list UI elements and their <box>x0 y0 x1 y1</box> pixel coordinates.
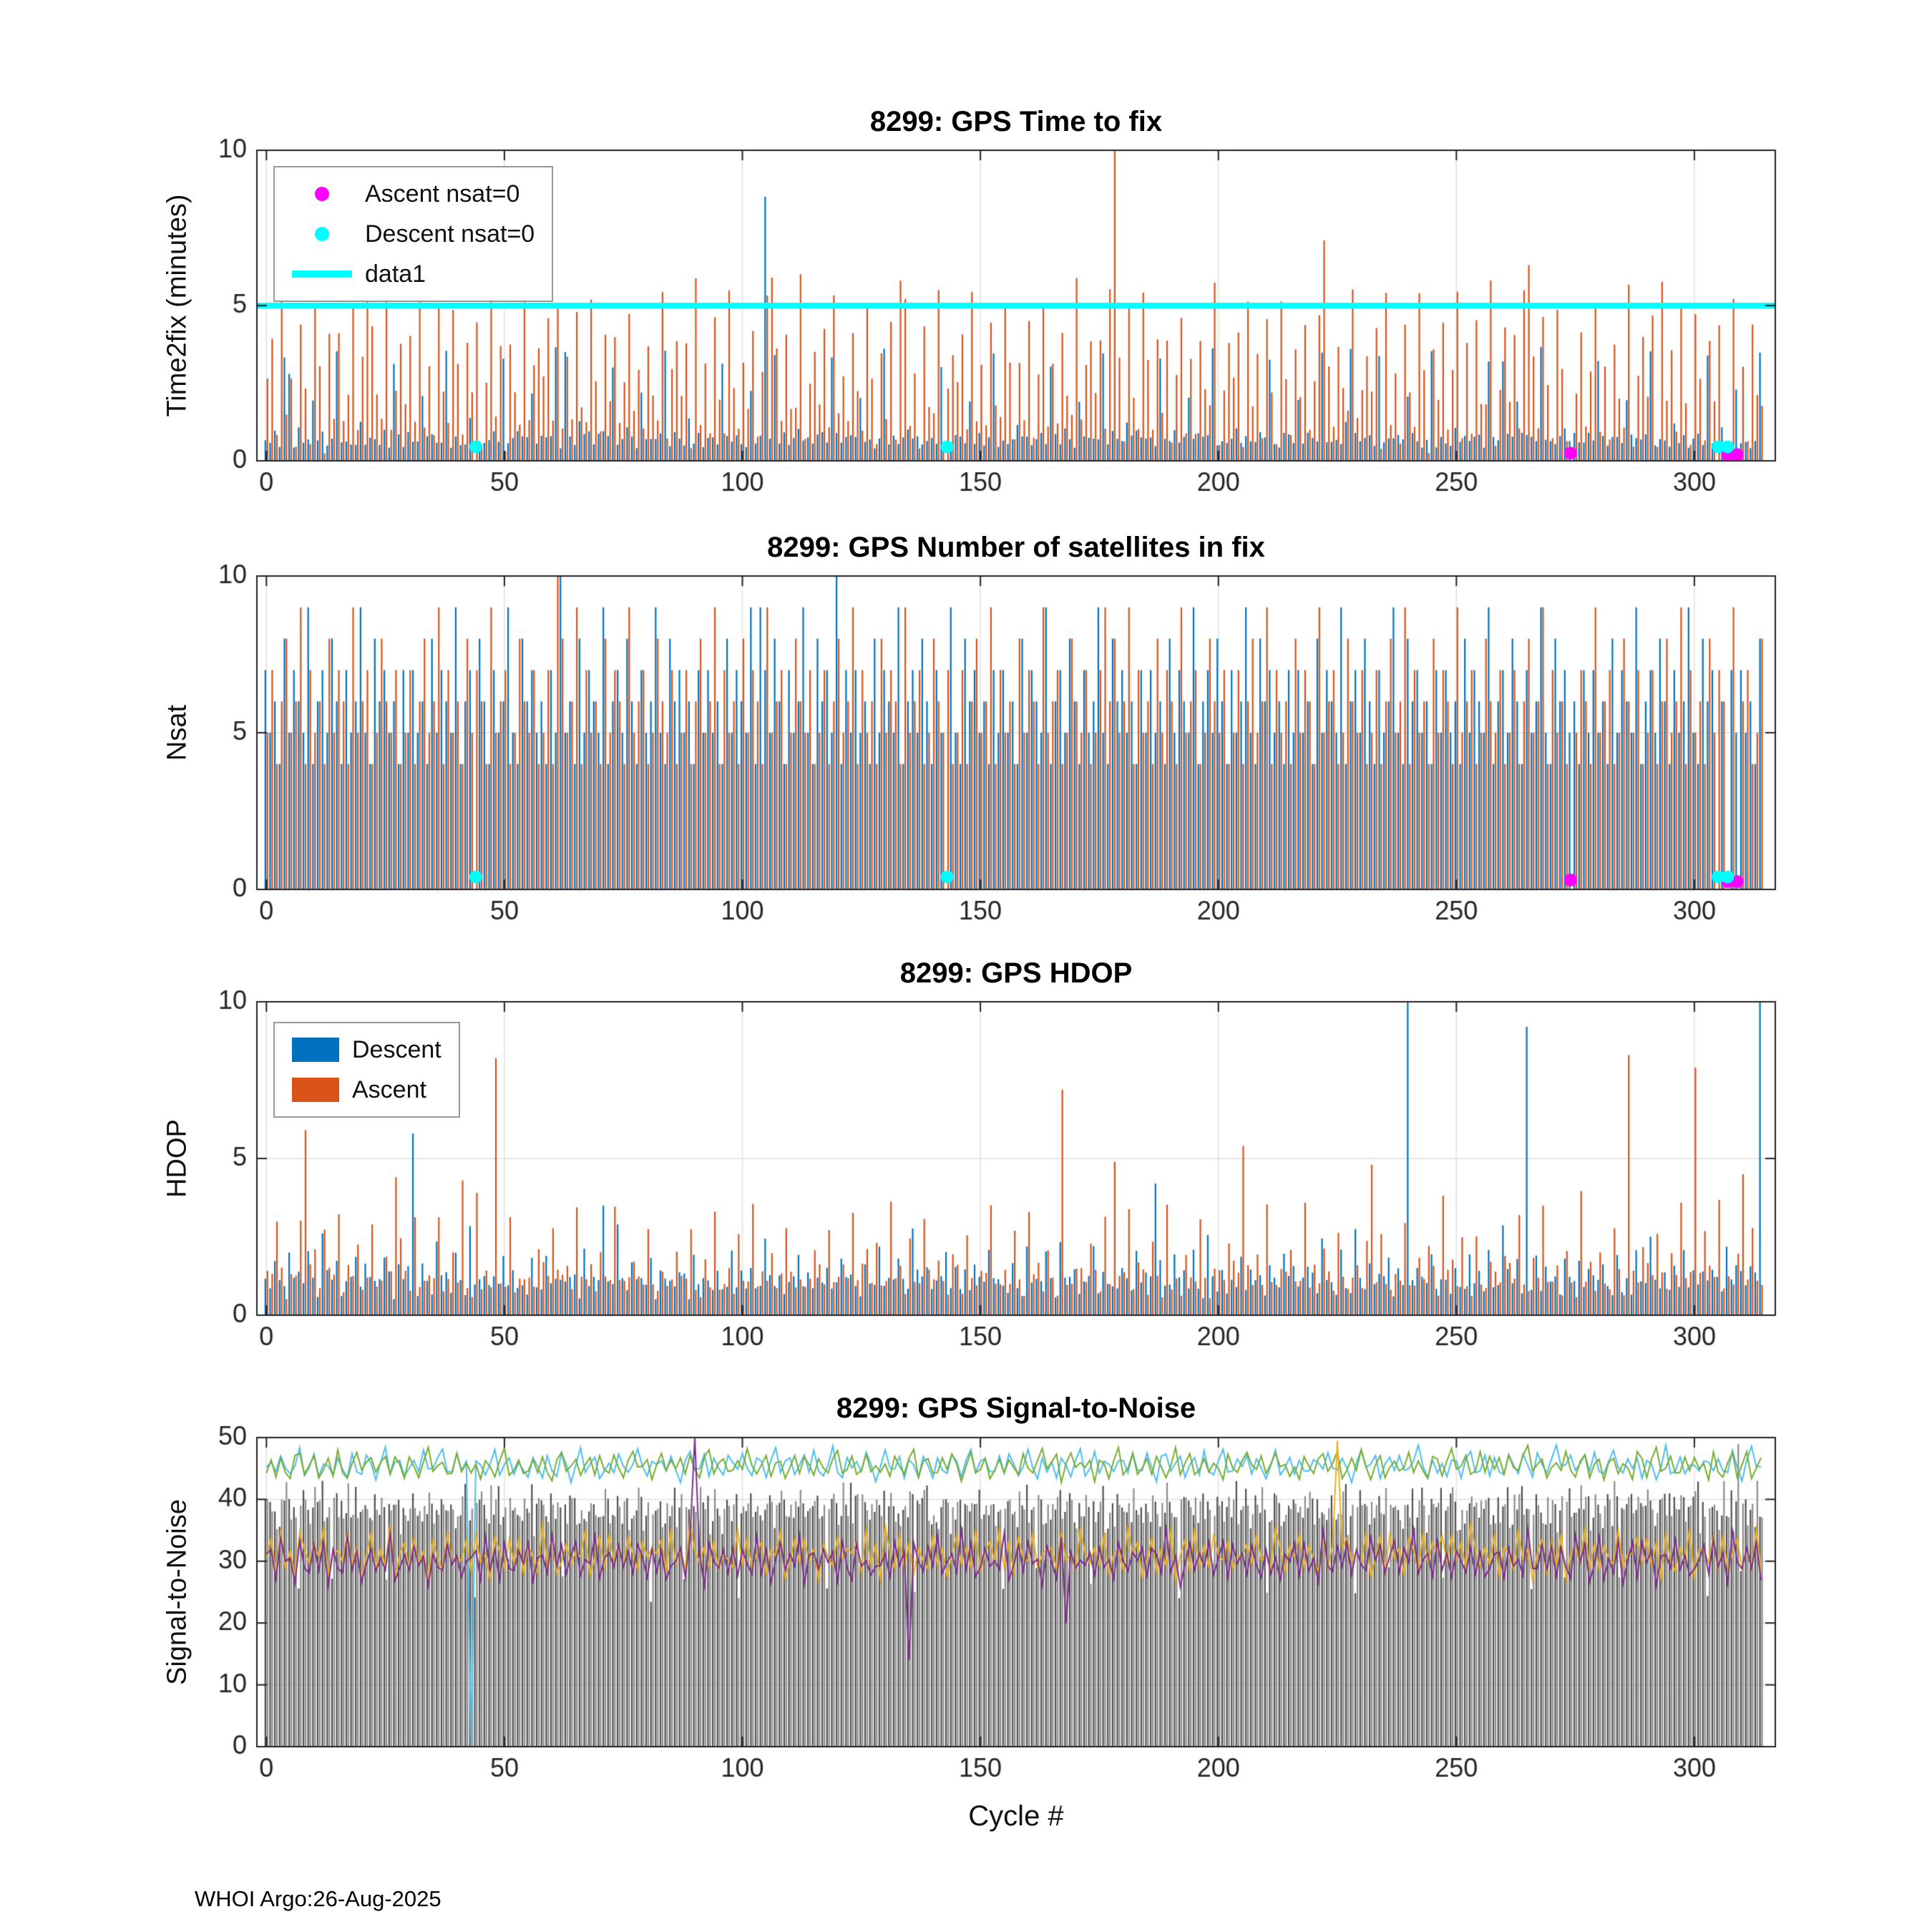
chart-title-hdop: 8299: GPS HDOP <box>899 957 1133 989</box>
legend-item-descent-nsat0: Descent nsat=0 <box>292 218 535 250</box>
legend-item-ascent-nsat0: Ascent nsat=0 <box>292 177 535 210</box>
legend-time2fix: Ascent nsat=0 Descent nsat=0 data1 <box>273 166 554 302</box>
figure-footer: WHOI Argo:26-Aug-2025 <box>195 1886 441 1911</box>
ylabel-time2fix: Time2fix (minutes) <box>162 194 192 417</box>
descent-color-swatch <box>292 1038 339 1062</box>
legend-item-data1: data1 <box>292 258 535 291</box>
cyan-dot-swatch <box>315 227 329 241</box>
legend-label: Ascent <box>352 1075 426 1103</box>
cyan-line-swatch <box>292 270 352 278</box>
legend-label: Descent nsat=0 <box>365 220 535 248</box>
chart-title-nsat: 8299: GPS Number of satellites in fix <box>767 532 1265 563</box>
ylabel-nsat: Nsat <box>162 704 192 761</box>
ylabel-snr: Signal-to-Noise <box>162 1499 192 1685</box>
chart-title-time2fix: 8299: GPS Time to fix <box>869 106 1163 137</box>
legend-item-descent: Descent <box>292 1033 441 1066</box>
chart-title-snr: 8299: GPS Signal-to-Noise <box>836 1392 1196 1424</box>
ylabel-hdop: HDOP <box>162 1119 192 1198</box>
legend-label: Descent <box>352 1035 441 1063</box>
ascent-color-swatch <box>292 1078 339 1102</box>
legend-item-ascent: Ascent <box>292 1073 441 1106</box>
legend-hdop: Descent Ascent <box>273 1022 460 1118</box>
magenta-dot-swatch <box>315 187 329 201</box>
xaxis-label: Cycle # <box>968 1800 1064 1832</box>
legend-label: data1 <box>365 260 426 288</box>
legend-label: Ascent nsat=0 <box>365 180 520 208</box>
